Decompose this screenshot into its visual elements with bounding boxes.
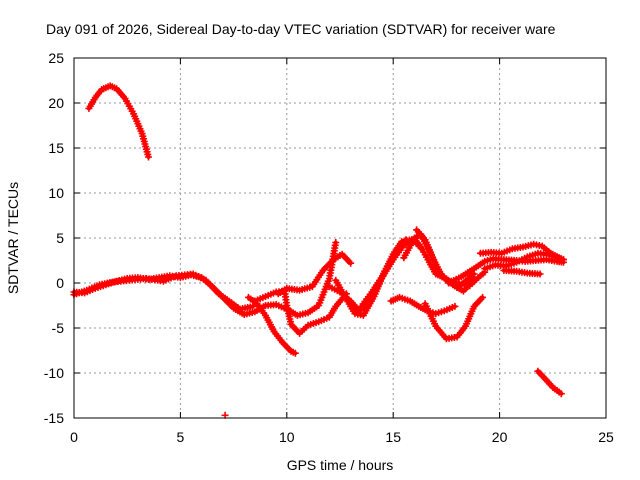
- x-axis-label: GPS time / hours: [287, 457, 394, 473]
- plot-frame: [73, 57, 607, 419]
- x-tick-label: 0: [70, 429, 78, 445]
- series-arc-mid-c: [413, 226, 478, 291]
- data-point-marker: [347, 259, 355, 267]
- y-axis-label: SDTVAR / TECUs: [5, 182, 21, 294]
- x-tick-label: 15: [385, 429, 401, 445]
- series-arc-low-end: [534, 367, 565, 398]
- y-tick-label: 10: [48, 185, 64, 201]
- y-tick-label: 20: [48, 95, 64, 111]
- data-point-marker: [144, 153, 152, 161]
- series-arc-late-d: [500, 266, 544, 278]
- y-tick-label: -5: [52, 320, 65, 336]
- y-tick-label: -10: [44, 365, 64, 381]
- data-point-marker: [557, 390, 565, 398]
- series-arc-high: [85, 82, 152, 161]
- chart-title: Day 091 of 2026, Sidereal Day-to-day VTE…: [46, 21, 556, 37]
- series-arc-dip-c: [274, 250, 355, 298]
- data-point-marker: [332, 239, 340, 246]
- data-point-marker: [451, 302, 459, 310]
- data-point-marker: [536, 270, 544, 278]
- data-point-marker: [479, 293, 487, 301]
- series-arc-late-c: [481, 249, 567, 273]
- y-tick-label: 0: [56, 275, 64, 291]
- series-arc-dip-b: [244, 293, 299, 357]
- x-tick-label: 5: [177, 429, 185, 445]
- data-point-marker: [559, 256, 567, 264]
- data-point-marker: [291, 349, 299, 357]
- series-arc-dip-a: [251, 287, 350, 337]
- y-tick-label: -15: [44, 410, 64, 426]
- x-tick-label: 20: [492, 429, 508, 445]
- x-tick-label: 25: [598, 429, 614, 445]
- x-tick-label: 10: [279, 429, 295, 445]
- series-arc-base-b: [70, 270, 257, 313]
- series-arc-deep: [421, 293, 487, 343]
- data-point-marker: [249, 302, 257, 310]
- y-tick-label: 5: [56, 230, 64, 246]
- y-tick-label: 25: [48, 50, 64, 66]
- y-tick-label: 15: [48, 140, 64, 156]
